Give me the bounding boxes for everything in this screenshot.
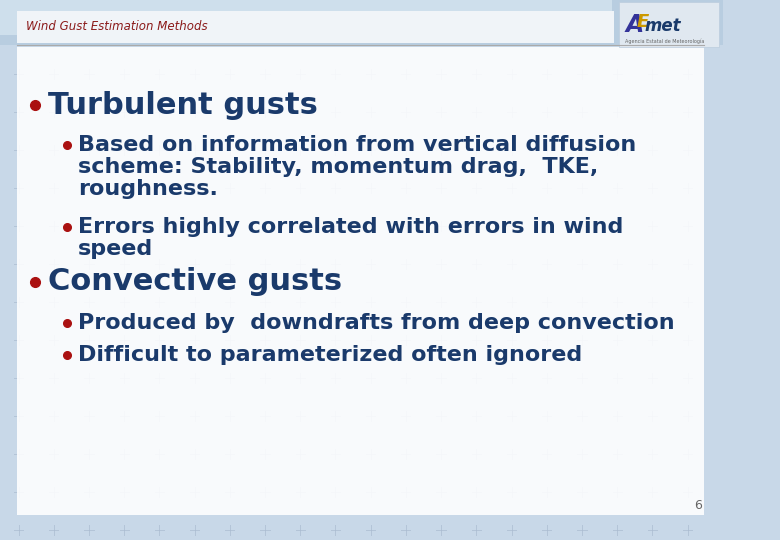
Bar [16, 47, 704, 515]
Text: Convective gusts: Convective gusts [48, 267, 342, 296]
Bar [0, 0, 723, 45]
Text: Agencia Estatal de Meteorología: Agencia Estatal de Meteorología [626, 38, 705, 44]
Text: speed: speed [78, 239, 153, 259]
Text: Wind Gust Estimation Methods: Wind Gust Estimation Methods [26, 21, 207, 33]
Text: roughness.: roughness. [78, 179, 218, 199]
Text: met: met [645, 17, 682, 35]
Text: E: E [636, 13, 649, 31]
Text: Difficult to parameterized often ignored: Difficult to parameterized often ignored [78, 345, 582, 365]
Bar [0, 0, 612, 35]
Text: Based on information from vertical diffusion: Based on information from vertical diffu… [78, 135, 636, 155]
Text: Turbulent gusts: Turbulent gusts [48, 91, 318, 119]
Text: 6: 6 [694, 499, 702, 512]
Bar [619, 2, 719, 47]
Text: Errors highly correlated with errors in wind: Errors highly correlated with errors in … [78, 217, 623, 237]
Text: A: A [626, 13, 644, 37]
Text: scheme: Stability, momentum drag,  TKE,: scheme: Stability, momentum drag, TKE, [78, 157, 598, 177]
Bar [16, 11, 615, 43]
Text: Produced by  downdrafts from deep convection: Produced by downdrafts from deep convect… [78, 313, 675, 333]
